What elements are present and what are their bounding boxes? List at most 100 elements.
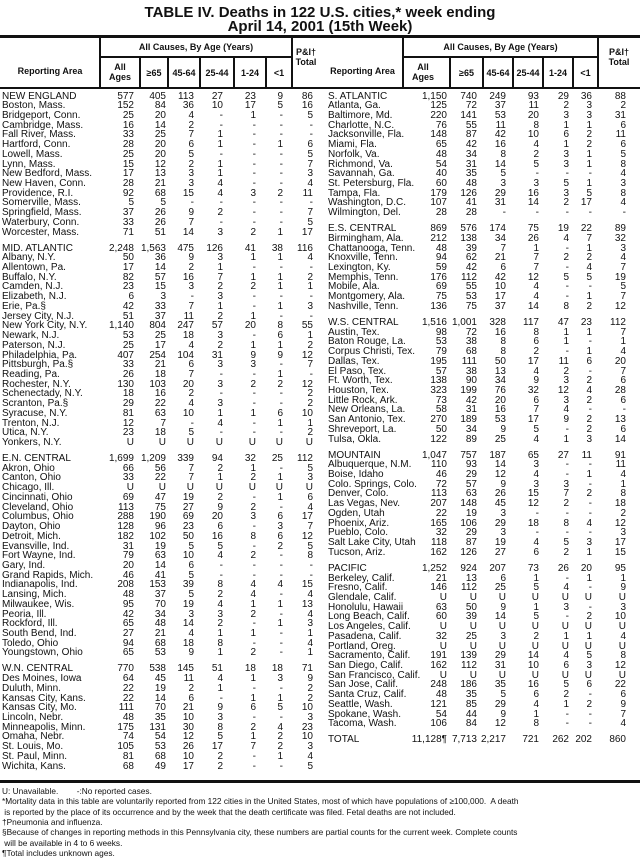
- city-row-name: Gary, Ind.: [2, 559, 46, 571]
- city-row-value: 9: [188, 252, 194, 264]
- city-row-value: 68: [465, 346, 477, 358]
- city-row-value: 94: [435, 252, 447, 264]
- city-row-value: 30: [182, 721, 194, 733]
- city-row-value: -: [279, 388, 283, 400]
- city-row-value: 3: [188, 608, 194, 620]
- city-row-value: -: [219, 692, 223, 704]
- city-row-value: 37: [122, 207, 134, 219]
- city-row-name: Paterson, N.J.: [2, 339, 66, 351]
- city-row-value: 152: [117, 100, 134, 112]
- city-row-name: Shreveport, La.: [328, 423, 397, 435]
- city-row-name: Syracuse, N.Y.: [2, 407, 68, 419]
- city-row-value: 5: [620, 148, 626, 160]
- header-divider: [233, 57, 235, 88]
- city-row-value: 1: [250, 271, 256, 283]
- city-row-value: 4: [563, 404, 569, 416]
- city-row-value: 34: [494, 232, 506, 244]
- city-row-value: 26: [527, 232, 539, 244]
- region-row-value: 75: [527, 223, 539, 235]
- city-row-value: 31: [122, 540, 134, 552]
- city-row-value: 7: [533, 252, 539, 264]
- region-row-value: 770: [117, 663, 134, 675]
- city-row-value: 68: [154, 187, 166, 199]
- city-row-value: 2: [277, 187, 283, 199]
- city-row-value: 37: [154, 310, 166, 322]
- city-row-value: 6: [533, 394, 539, 406]
- city-row-value: 3: [307, 168, 313, 180]
- city-row-name: Glendale, Calif.: [328, 591, 397, 603]
- city-row-value: 8: [217, 579, 223, 591]
- city-row-value: 3: [563, 109, 569, 121]
- city-row-value: -: [279, 559, 283, 571]
- city-row-value: 16: [211, 530, 223, 542]
- city-row-value: 3: [586, 109, 592, 121]
- city-row-name: Salt Lake City, Utah: [328, 537, 416, 549]
- city-row-value: -: [279, 647, 283, 659]
- city-row-value: -: [565, 346, 569, 358]
- city-row-name: Ft. Worth, Tex.: [328, 375, 393, 387]
- city-row-value: 3: [217, 252, 223, 264]
- left-age-65-plus-header: ≥65: [146, 68, 162, 78]
- region-row-name: TOTAL: [328, 734, 360, 746]
- city-row-value: -: [279, 550, 283, 562]
- city-row-name: Baton Rouge, La.: [328, 336, 406, 348]
- city-row-value: 2: [277, 378, 283, 390]
- city-row-value: 17: [580, 197, 592, 209]
- city-row-value: 4: [620, 168, 626, 180]
- city-row-value: 288: [117, 511, 134, 523]
- city-row-name: Duluth, Minn.: [2, 682, 61, 694]
- city-row-value: 1: [217, 627, 223, 639]
- city-row-name: Schenectady, N.Y.: [2, 388, 83, 400]
- city-row-name: Rochester, N.Y.: [2, 378, 71, 390]
- city-row-name: Worcester, Mass.: [2, 226, 80, 238]
- city-row-value: 153: [149, 579, 166, 591]
- city-row-value: -: [309, 291, 313, 303]
- city-row-value: 23: [122, 281, 134, 293]
- region-row-value: 262: [552, 734, 569, 746]
- city-row-value: 53: [122, 330, 134, 342]
- city-row-value: 19: [614, 271, 626, 283]
- city-row-value: 9: [500, 423, 506, 435]
- city-row-value: 1: [250, 598, 256, 610]
- city-row-value: 10: [182, 550, 194, 562]
- city-row-value: 9: [500, 478, 506, 490]
- city-row-value: 4: [277, 579, 283, 591]
- region-row-value: 1,209: [140, 453, 166, 465]
- city-row-value: 6: [563, 129, 569, 141]
- city-row-value: 8: [307, 550, 313, 562]
- city-row-name: Lansing, Mich.: [2, 589, 67, 601]
- city-row-value: 18: [614, 498, 626, 510]
- city-row-value: 53: [154, 647, 166, 659]
- city-row-value: 18: [182, 637, 194, 649]
- city-row-value: 5: [563, 271, 569, 283]
- city-row-value: 48: [435, 242, 447, 254]
- city-row-value: 18: [154, 427, 166, 439]
- city-row-name: Philadelphia, Pa.: [2, 349, 78, 361]
- city-row-value: 3: [217, 226, 223, 238]
- region-row-value: 51: [211, 663, 223, 675]
- city-row-value: 12: [301, 378, 313, 390]
- city-row-value: 14: [527, 300, 539, 312]
- city-row-value: 6: [307, 491, 313, 503]
- region-row-value: 757: [460, 449, 477, 461]
- city-row-value: 1: [563, 139, 569, 151]
- city-row-value: 71: [122, 226, 134, 238]
- city-row-value: 4: [620, 252, 626, 264]
- city-row-value: 1: [217, 682, 223, 694]
- city-row-value: 1: [277, 417, 283, 429]
- city-row-value: 10: [527, 660, 539, 672]
- city-row-value: -: [252, 262, 256, 274]
- city-row-value: 1: [250, 109, 256, 121]
- city-row-value: 1: [586, 630, 592, 642]
- city-row-value: 10: [527, 129, 539, 141]
- city-row-name: Utica, N.Y.: [2, 427, 49, 439]
- city-row-value: 2: [188, 388, 194, 400]
- city-row-value: 25: [154, 129, 166, 141]
- city-row-value: 2: [250, 608, 256, 620]
- city-row-value: 31: [211, 349, 223, 361]
- city-row-value: 4: [533, 537, 539, 549]
- city-row-value: 4: [307, 608, 313, 620]
- city-row-value: 4: [217, 598, 223, 610]
- city-row-value: 3: [563, 148, 569, 160]
- city-row-value: 14: [154, 119, 166, 131]
